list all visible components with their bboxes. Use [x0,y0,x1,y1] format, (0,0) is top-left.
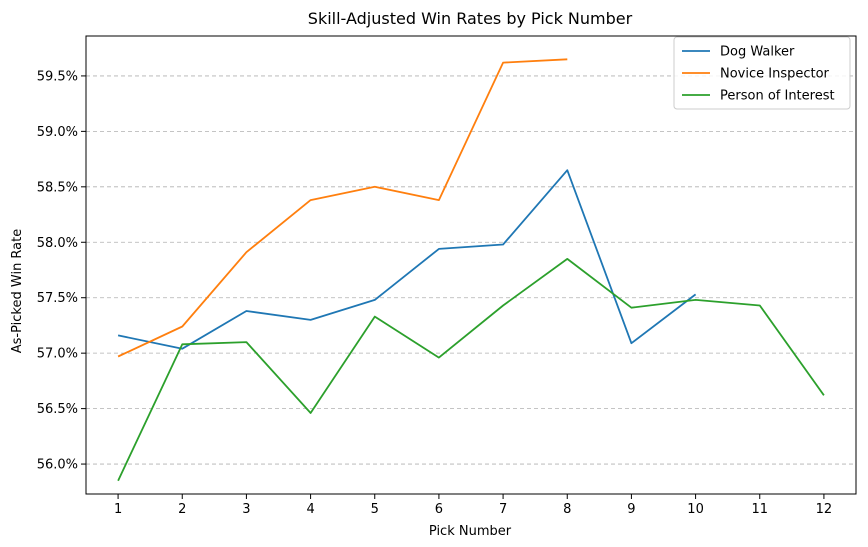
legend-label: Novice Inspector [720,67,830,82]
x-tick-label: 7 [499,502,507,517]
y-axis-label: As-Picked Win Rate [10,229,25,353]
y-tick-label: 57.0% [37,347,78,362]
x-tick-label: 12 [816,502,833,517]
legend: Dog Walker Novice Inspector Person of Inte… [673,36,851,110]
legend-label: Dog Walker [720,45,795,60]
x-tick-label: 10 [687,502,704,517]
chart-title: Skill-Adjusted Win Rates by Pick Number [308,9,633,28]
x-tick-label: 4 [306,502,314,517]
y-tick-label: 57.5% [37,291,78,306]
y-axis: 56.0% 56.5% 57.0% 57.5% 58.0% 58.5% 59.0% 59.5% [37,69,86,473]
x-tick-label: 8 [563,502,571,517]
legend-label: Person of Interest [720,89,835,104]
x-axis-label: Pick Number [429,524,512,539]
x-tick-label: 11 [751,502,768,517]
series-line-dog-walker [117,169,697,350]
x-tick-label: 2 [178,502,186,517]
x-axis: 1 2 3 4 5 6 7 8 9 10 11 12 [114,494,832,517]
x-tick-label: 5 [371,502,379,517]
x-tick-label: 9 [627,502,635,517]
y-tick-label: 56.0% [37,458,78,473]
plot-frame [85,35,857,495]
x-tick-label: 1 [114,502,122,517]
x-tick-label: 6 [435,502,443,517]
series-line-person-of-interest [117,257,825,482]
y-tick-label: 59.0% [37,125,78,140]
grid [86,75,856,465]
y-tick-label: 58.0% [37,236,78,251]
legend-box [673,36,851,110]
series-line-novice-inspector [117,58,568,358]
y-tick-label: 58.5% [37,180,78,195]
x-tick-label: 3 [242,502,250,517]
y-tick-label: 59.5% [37,69,78,84]
series-layer [117,58,825,482]
y-tick-label: 56.5% [37,402,78,417]
